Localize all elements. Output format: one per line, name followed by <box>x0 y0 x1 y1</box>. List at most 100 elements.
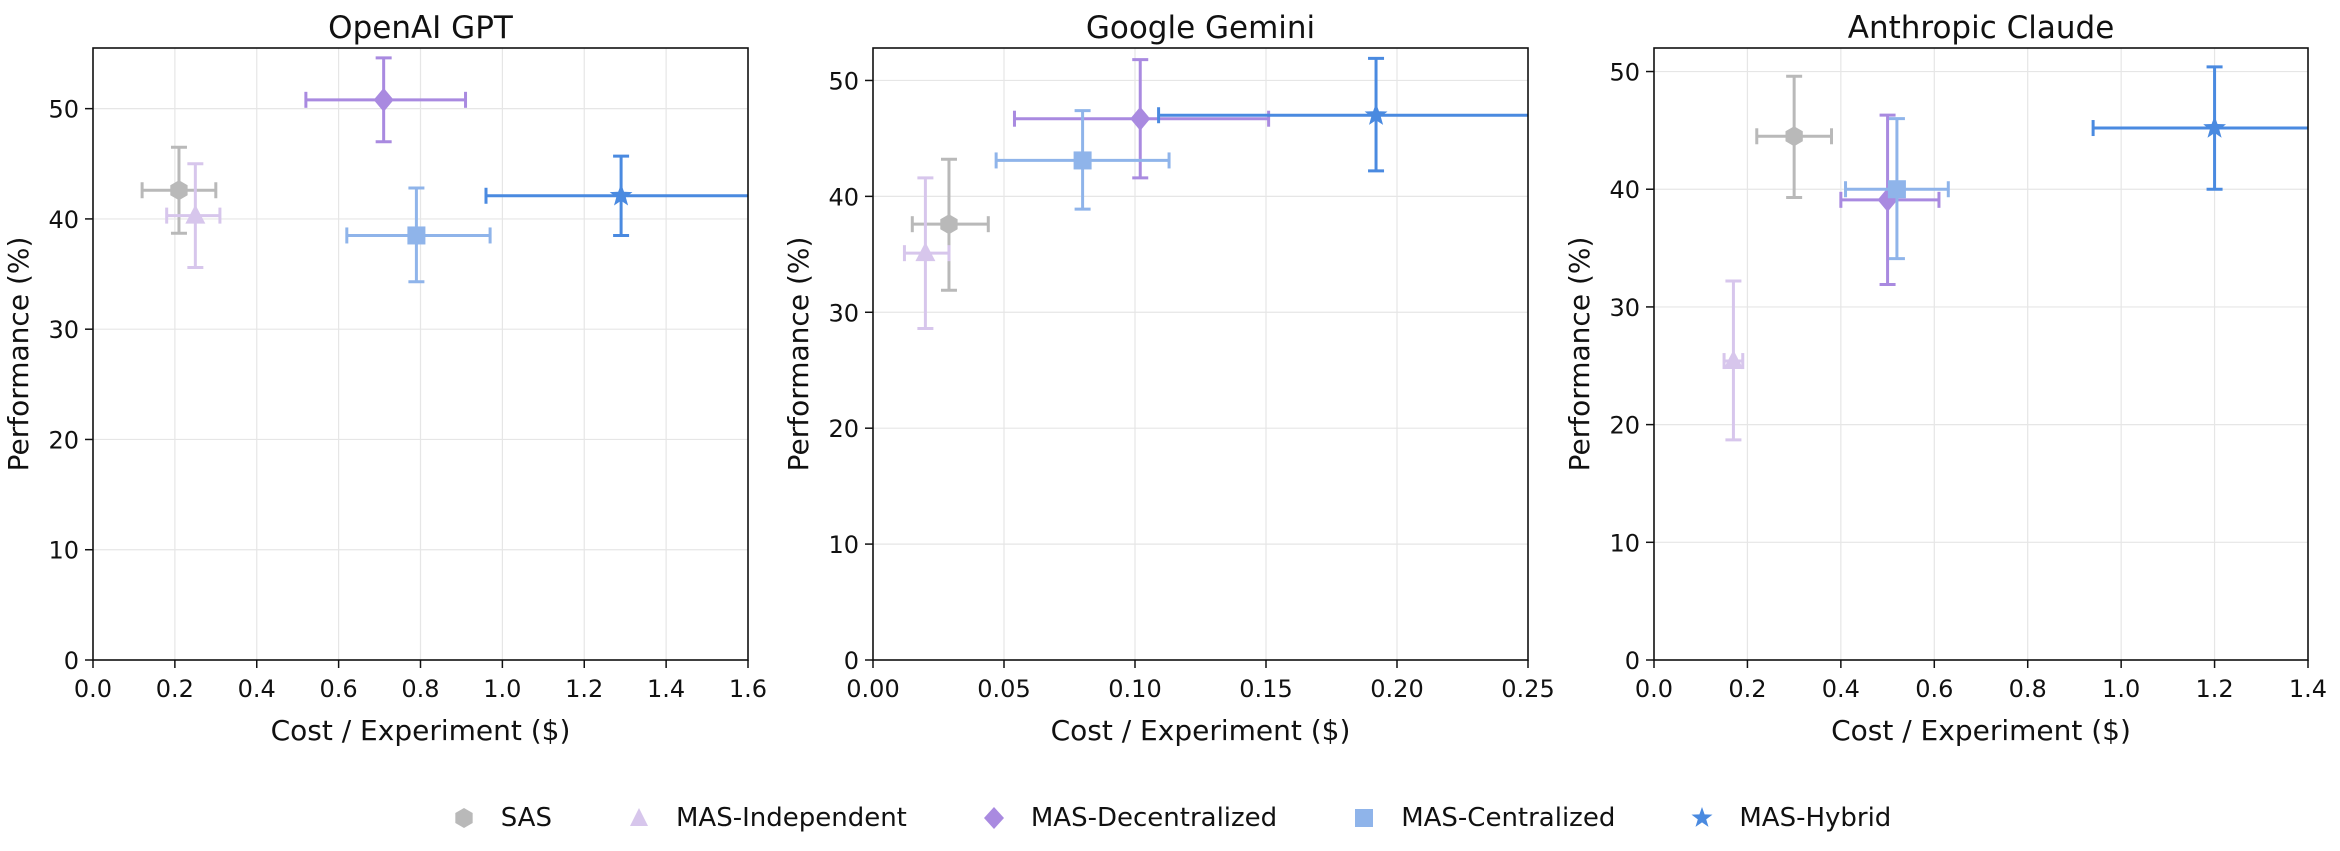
star-marker-shape <box>1691 807 1713 827</box>
triangle-marker-shape <box>629 808 648 826</box>
legend-item-mas-decentralized: MAS-Decentralized <box>979 803 1277 833</box>
y-tick-label: 50 <box>1609 59 1640 87</box>
y-tick-label: 50 <box>828 67 859 95</box>
point-mas-hybrid-marker <box>2203 116 2226 138</box>
legend-marker-star <box>1691 807 1713 827</box>
point-mas-decentralized <box>1012 58 1271 180</box>
point-mas-decentralized <box>304 56 468 144</box>
square-marker-shape <box>1355 809 1374 827</box>
y-tick-label: 0 <box>1625 647 1640 675</box>
x-tick-label: 0.4 <box>1822 675 1860 703</box>
x-tick-label: 1.2 <box>2195 675 2233 703</box>
data-points <box>902 56 1528 330</box>
x-tick-label: 0.20 <box>1370 675 1423 703</box>
legend-marker-square <box>1355 809 1374 827</box>
legend-label-mas-independent: MAS-Independent <box>675 803 907 833</box>
x-tick-label: 0.15 <box>1239 675 1292 703</box>
legend-label-mas-decentralized: MAS-Decentralized <box>1030 803 1278 833</box>
x-tick-label: 0.0 <box>1635 675 1673 703</box>
x-axis-label: Cost / Experiment ($) <box>271 714 571 747</box>
x-tick-label: 0.10 <box>1108 675 1161 703</box>
x-axis-label: Cost / Experiment ($) <box>1831 714 2131 747</box>
data-points <box>140 56 748 284</box>
y-tick-label: 20 <box>48 426 79 454</box>
y-tick-label: 40 <box>828 183 859 211</box>
point-sas <box>140 145 218 235</box>
x-tick-label: 1.6 <box>729 675 767 703</box>
chart-title: Anthropic Claude <box>1848 10 2115 46</box>
legend-marker-diamond <box>983 807 1004 829</box>
point-mas-hybrid <box>1157 56 1528 173</box>
data-points <box>1722 65 2308 442</box>
plot-frame <box>92 47 749 661</box>
point-mas-independent-marker <box>1723 350 1744 370</box>
point-mas-independent <box>1722 279 1745 442</box>
x-tick-label: 0.4 <box>238 675 276 703</box>
x-tick-label: 0.05 <box>977 675 1030 703</box>
x-tick-label: 0.2 <box>1728 675 1766 703</box>
chart-panel-3: 0.0 0.2 0.4 0.6 0.8 1.0 1.2 1.4 0 10 20 30 40 50 Anthr… <box>1563 10 2327 747</box>
x-tick-label: 0.00 <box>846 675 899 703</box>
y-tick-label: 40 <box>1609 176 1640 204</box>
point-sas-marker <box>1785 126 1803 147</box>
chart-panel-1: 0.0 0.2 0.4 0.6 0.8 1.0 1.2 1.4 1.6 0 10 20 30 40 50 Op… <box>2 10 767 747</box>
y-tick-label: 30 <box>48 316 79 344</box>
chart-panel-2: 0.00 0.05 0.10 0.15 0.20 0.25 0 10 20 30 40 50 Googl… <box>782 10 1555 747</box>
point-mas-decentralized-marker <box>373 87 394 112</box>
x-tick-label: 1.2 <box>565 675 603 703</box>
legend-item-sas: SAS <box>449 803 552 833</box>
point-mas-decentralized-marker <box>1130 106 1151 131</box>
legend-item-mas-centralized: MAS-Centralized <box>1349 803 1615 833</box>
y-tick-label: 30 <box>828 299 859 327</box>
legend-label-mas-hybrid: MAS-Hybrid <box>1739 803 1892 833</box>
point-mas-centralized <box>1844 117 1950 261</box>
plot-frame <box>872 47 1529 661</box>
y-tick-label: 10 <box>48 537 79 565</box>
point-mas-hybrid <box>484 154 748 237</box>
point-mas-centralized <box>345 186 492 284</box>
y-axis-label: Performance (%) <box>2 237 35 472</box>
chart-title: Google Gemini <box>1086 10 1315 46</box>
point-mas-hybrid-marker <box>1364 103 1388 125</box>
y-axis-label: Performance (%) <box>1563 237 1596 472</box>
x-tick-label: 1.4 <box>2289 675 2327 703</box>
legend-marker-hexagon <box>455 808 473 828</box>
point-sas-marker <box>170 180 188 201</box>
y-tick-label: 0 <box>64 647 79 675</box>
y-tick-label: 10 <box>1609 529 1640 557</box>
x-tick-label: 0.8 <box>401 675 439 703</box>
legend-item-mas-hybrid: MAS-Hybrid <box>1687 803 1891 833</box>
plot-frame <box>1653 47 2309 661</box>
point-mas-hybrid <box>2091 65 2308 191</box>
diamond-marker-shape <box>983 807 1004 829</box>
legend: SAS MAS-Independent MAS-Decentralized MA… <box>0 792 2340 844</box>
y-tick-label: 20 <box>1609 412 1640 440</box>
x-tick-label: 0.6 <box>320 675 358 703</box>
point-mas-independent-marker <box>185 204 206 224</box>
y-tick-label: 10 <box>828 531 859 559</box>
x-tick-label: 0.0 <box>74 675 112 703</box>
point-mas-hybrid-marker <box>609 183 633 206</box>
legend-marker-triangle <box>629 808 648 826</box>
point-mas-centralized <box>994 109 1171 211</box>
point-mas-independent <box>165 162 222 269</box>
x-tick-label: 0.2 <box>156 675 194 703</box>
y-tick-label: 20 <box>828 415 859 443</box>
legend-item-mas-independent: MAS-Independent <box>624 803 907 833</box>
legend-label-mas-centralized: MAS-Centralized <box>1401 803 1616 833</box>
point-mas-centralized-marker <box>1073 151 1092 170</box>
y-tick-label: 50 <box>48 96 79 124</box>
x-tick-label: 0.25 <box>1501 675 1554 703</box>
y-tick-label: 40 <box>48 206 79 234</box>
x-tick-label: 1.4 <box>647 675 685 703</box>
legend-label-sas: SAS <box>500 803 552 833</box>
point-mas-independent <box>902 176 951 330</box>
y-tick-label: 30 <box>1609 294 1640 322</box>
point-mas-independent-marker <box>915 242 936 262</box>
hexagon-marker-shape <box>455 808 473 828</box>
point-sas <box>1755 74 1834 199</box>
x-axis-label: Cost / Experiment ($) <box>1051 714 1351 747</box>
y-tick-label: 0 <box>844 647 859 675</box>
point-mas-centralized-marker <box>407 226 426 245</box>
